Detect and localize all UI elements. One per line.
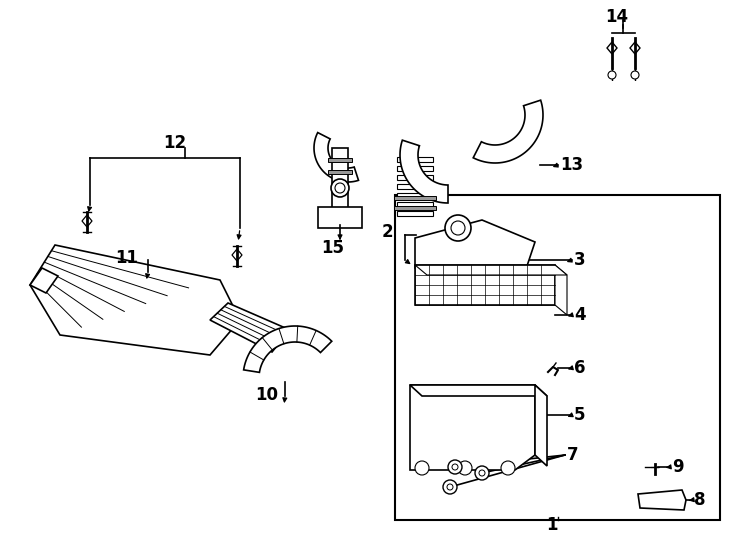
Circle shape — [608, 71, 616, 79]
Polygon shape — [397, 175, 433, 180]
Bar — [395, 195, 720, 520]
Polygon shape — [30, 268, 58, 293]
Polygon shape — [535, 385, 547, 466]
Circle shape — [452, 464, 458, 470]
Circle shape — [475, 466, 489, 480]
Circle shape — [415, 461, 429, 475]
Polygon shape — [410, 385, 547, 396]
Text: 11: 11 — [115, 249, 138, 267]
Circle shape — [479, 470, 485, 476]
Text: 9: 9 — [672, 458, 683, 476]
Text: 6: 6 — [574, 359, 586, 377]
Circle shape — [331, 179, 349, 197]
Circle shape — [451, 221, 465, 235]
Circle shape — [501, 461, 515, 475]
Text: 3: 3 — [574, 251, 586, 269]
Polygon shape — [397, 211, 433, 216]
Polygon shape — [318, 207, 362, 228]
Polygon shape — [415, 220, 535, 285]
Polygon shape — [397, 166, 433, 171]
Polygon shape — [473, 100, 543, 163]
Circle shape — [631, 71, 639, 79]
Polygon shape — [415, 265, 567, 275]
Text: 10: 10 — [255, 386, 278, 404]
Polygon shape — [630, 42, 640, 54]
Circle shape — [443, 480, 457, 494]
Polygon shape — [394, 196, 436, 200]
Polygon shape — [244, 326, 332, 373]
Circle shape — [335, 183, 345, 193]
Polygon shape — [607, 42, 617, 54]
Circle shape — [458, 461, 472, 475]
Text: 7: 7 — [567, 446, 578, 464]
Polygon shape — [397, 202, 433, 207]
Polygon shape — [210, 303, 290, 352]
Circle shape — [448, 460, 462, 474]
Polygon shape — [332, 148, 348, 210]
Polygon shape — [30, 245, 240, 355]
Polygon shape — [394, 206, 436, 210]
Text: 1: 1 — [546, 516, 558, 534]
Text: 13: 13 — [560, 156, 583, 174]
Polygon shape — [397, 193, 433, 198]
Bar — [415, 265, 555, 305]
Text: 5: 5 — [574, 406, 586, 424]
Text: 14: 14 — [606, 8, 628, 26]
Text: 4: 4 — [574, 306, 586, 324]
Polygon shape — [555, 265, 567, 315]
Circle shape — [445, 215, 471, 241]
Text: 15: 15 — [321, 239, 344, 257]
Polygon shape — [232, 249, 242, 261]
Polygon shape — [400, 140, 448, 203]
Polygon shape — [638, 490, 686, 510]
Text: 8: 8 — [694, 491, 705, 509]
Text: 2: 2 — [382, 223, 393, 241]
Polygon shape — [397, 184, 433, 189]
Text: 12: 12 — [164, 134, 186, 152]
Polygon shape — [410, 385, 535, 470]
Polygon shape — [397, 157, 433, 162]
Polygon shape — [82, 215, 92, 227]
Circle shape — [447, 484, 453, 490]
Polygon shape — [328, 170, 352, 174]
Polygon shape — [314, 132, 358, 182]
Polygon shape — [328, 158, 352, 162]
